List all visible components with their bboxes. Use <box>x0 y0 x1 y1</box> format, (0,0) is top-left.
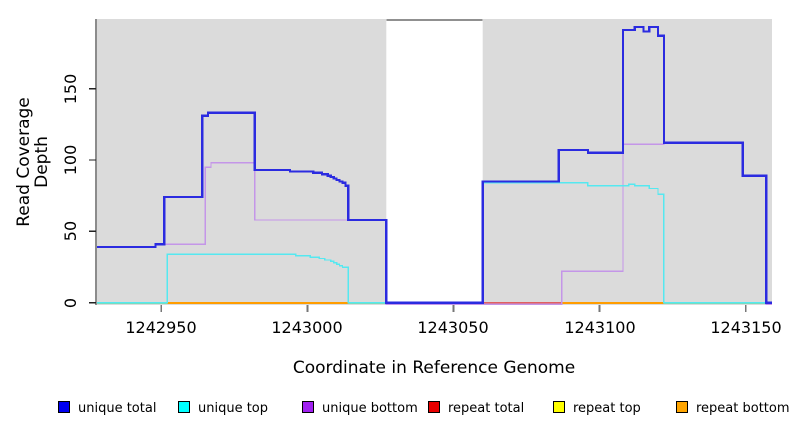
legend-label: repeat total <box>448 401 525 416</box>
legend-label: unique bottom <box>322 401 418 416</box>
x-tick-label: 1243000 <box>271 318 343 337</box>
legend-item-repeat-top: repeat top <box>553 401 641 416</box>
x-tick-label: 1243150 <box>710 318 782 337</box>
legend-item-repeat-total: repeat total <box>428 401 524 416</box>
legend-item-unique-top: unique top <box>178 401 268 416</box>
legend-label: repeat top <box>573 401 641 416</box>
legend-item-unique-bottom: unique bottom <box>302 401 418 416</box>
x-tick-label: 1243050 <box>417 318 489 337</box>
unique-bottom-swatch-icon <box>302 401 314 413</box>
x-tick-label: 1243100 <box>564 318 636 337</box>
legend-label: repeat bottom <box>696 401 790 416</box>
legend-item-repeat-bottom: repeat bottom <box>676 401 790 416</box>
repeat-top-swatch-icon <box>553 401 565 413</box>
repeat-total-swatch-icon <box>428 401 440 413</box>
unique-total-swatch-icon <box>58 401 70 413</box>
legend-item-unique-total: unique total <box>58 401 156 416</box>
legend-label: unique top <box>198 401 269 416</box>
legend-label: unique total <box>78 401 157 416</box>
repeat-bottom-swatch-icon <box>676 401 688 413</box>
x-tick-label: 1242950 <box>125 318 197 337</box>
x-axis-label: Coordinate in Reference Genome <box>292 358 576 378</box>
unique-top-swatch-icon <box>178 401 190 413</box>
